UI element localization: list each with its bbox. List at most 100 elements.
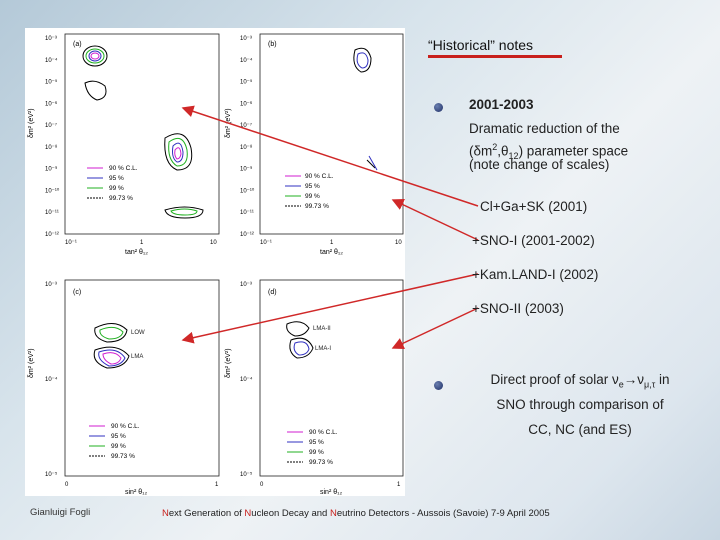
panel-b-legend: 90 % C.L. 95 % 99 % 99.73 % xyxy=(285,173,334,210)
footer-conference: Next Generation of Nucleon Decay and Neu… xyxy=(162,508,550,519)
x-tick-label: 10 xyxy=(395,240,402,246)
panel-a-contours xyxy=(82,45,204,219)
arrow-to-panel-d xyxy=(391,307,479,349)
panel-label-b: (b) xyxy=(268,41,277,48)
panel-a-frame xyxy=(64,33,220,235)
xlabel-d: sin² θ₁₂ xyxy=(320,489,342,496)
svg-text:90 % C.L.: 90 % C.L. xyxy=(109,165,138,172)
panel-c-xticks: 0 1 0 1 xyxy=(65,482,401,488)
bullet-1-dot xyxy=(434,103,443,112)
y-tick-label: 10⁻³ xyxy=(240,282,252,288)
y-tick-label: 10⁻⁹ xyxy=(45,166,58,173)
x-tick-label: 10⁻¹ xyxy=(65,240,77,246)
y-tick-label: 10⁻⁷ xyxy=(240,122,252,129)
y-tick-label: 10⁻⁴ xyxy=(45,57,58,64)
y-tick-label: 10⁻⁵ xyxy=(240,471,253,478)
bullet-1-line1: Dramatic reduction of the xyxy=(469,121,620,136)
svg-text:95 %: 95 % xyxy=(111,433,126,440)
x-tick-label: 0 xyxy=(65,482,69,488)
xlabel-a: tan² θ₁₂ xyxy=(125,249,148,256)
svg-text:95 %: 95 % xyxy=(305,183,320,190)
svg-text:LMA-II: LMA-II xyxy=(313,326,331,332)
svg-text:99 %: 99 % xyxy=(109,185,124,192)
bullet-2-dot xyxy=(434,381,443,390)
panel-d-yticks: 10⁻³ 10⁻⁴ 10⁻⁵ xyxy=(240,282,253,478)
panel-label-c: (c) xyxy=(73,289,81,296)
svg-text:99.73 %: 99.73 % xyxy=(309,459,333,466)
arrow-to-panel-c xyxy=(181,273,479,344)
panel-c-legend: 90 % C.L. 95 % 99 % 99.73 % xyxy=(89,423,140,460)
panel-a-yticks: 10⁻³ 10⁻⁴ 10⁻⁵ 10⁻⁶ 10⁻⁷ 10⁻⁸ 10⁻⁹ 10⁻¹⁰ 10⁻¹¹ 10… xyxy=(45,36,60,238)
svg-text:90 % C.L.: 90 % C.L. xyxy=(111,423,140,430)
y-tick-label: 10⁻⁶ xyxy=(240,100,253,107)
y-tick-label: 10⁻⁸ xyxy=(240,144,253,151)
panel-label-a: (a) xyxy=(73,41,82,48)
svg-text:99.73 %: 99.73 % xyxy=(111,453,135,460)
x-tick-label: 1 xyxy=(140,240,144,246)
panel-a-legend: 90 % C.L. 95 % 99 % 99.73 % xyxy=(87,165,138,202)
panel-b-contours xyxy=(353,47,378,171)
y-tick-label: 10⁻⁶ xyxy=(45,100,58,107)
ylabel-d: δm² (eV²) xyxy=(225,348,232,378)
step-1: Cl+Ga+SK (2001) xyxy=(480,199,588,214)
y-tick-label: 10⁻³ xyxy=(45,282,57,288)
y-tick-label: 10⁻⁵ xyxy=(45,471,58,478)
bullet-1-line2: (δm2,θ12) parameter space xyxy=(469,142,629,162)
footer-author: Gianluigi Fogli xyxy=(30,507,91,518)
y-tick-label: 10⁻³ xyxy=(240,36,252,42)
y-tick-label: 10⁻⁹ xyxy=(240,166,253,173)
ylabel-a: δm² (eV²) xyxy=(28,108,35,138)
y-tick-label: 10⁻¹¹ xyxy=(240,210,254,216)
panel-d-contours: LMA-II LMA-I xyxy=(286,321,331,359)
bullet-2-line1: Direct proof of solar νe→νμ,τ in xyxy=(490,372,670,390)
x-tick-label: 0 xyxy=(260,482,264,488)
x-tick-label: 10 xyxy=(210,240,217,246)
xlabel-c: sin² θ₁₂ xyxy=(125,489,147,496)
y-tick-label: 10⁻⁴ xyxy=(240,376,253,383)
arrow-to-panel-b xyxy=(391,199,479,241)
bullet-2-line2: SNO through comparison of xyxy=(496,397,664,412)
slide-title: “Historical” notes xyxy=(428,37,534,53)
y-tick-label: 10⁻¹⁰ xyxy=(45,187,60,194)
panel-label-d: (d) xyxy=(268,289,277,296)
y-tick-label: 10⁻¹² xyxy=(240,232,254,238)
x-tick-label: 10⁻¹ xyxy=(260,240,272,246)
y-tick-label: 10⁻⁷ xyxy=(45,122,57,129)
svg-text:99 %: 99 % xyxy=(305,193,320,200)
y-tick-label: 10⁻¹¹ xyxy=(45,210,59,216)
y-tick-label: 10⁻¹² xyxy=(45,232,59,238)
svg-text:LMA-I: LMA-I xyxy=(315,346,331,352)
step-2: +SNO-I (2001-2002) xyxy=(472,233,595,248)
svg-text:99 %: 99 % xyxy=(309,449,324,456)
ylabel-c: δm² (eV²) xyxy=(28,348,35,378)
y-tick-label: 10⁻⁵ xyxy=(240,79,253,86)
svg-text:99.73 %: 99.73 % xyxy=(305,203,329,210)
arrow-to-panel-a xyxy=(181,105,479,207)
y-tick-label: 10⁻³ xyxy=(45,36,57,42)
x-tick-label: 1 xyxy=(330,240,334,246)
svg-text:90 % C.L.: 90 % C.L. xyxy=(309,429,338,436)
xlabel-b: tan² θ₁₂ xyxy=(320,249,343,256)
svg-text:95 %: 95 % xyxy=(109,175,124,182)
y-tick-label: 10⁻¹⁰ xyxy=(240,187,255,194)
panel-c-yticks: 10⁻³ 10⁻⁴ 10⁻⁵ xyxy=(45,282,58,478)
panel-b-yticks: 10⁻³ 10⁻⁴ 10⁻⁵ 10⁻⁶ 10⁻⁷ 10⁻⁸ 10⁻⁹ 10⁻¹⁰ 10⁻¹¹ 10… xyxy=(240,36,255,238)
x-tick-label: 1 xyxy=(397,482,401,488)
svg-text:99 %: 99 % xyxy=(111,443,126,450)
panel-d-frame xyxy=(259,279,404,477)
y-tick-label: 10⁻⁴ xyxy=(240,57,253,64)
y-tick-label: 10⁻⁸ xyxy=(45,144,58,151)
svg-text:LOW: LOW xyxy=(131,330,145,336)
x-tick-label: 1 xyxy=(215,482,219,488)
y-tick-label: 10⁻⁴ xyxy=(45,376,58,383)
bullet-1-line3: (note change of scales) xyxy=(469,157,610,172)
svg-text:95 %: 95 % xyxy=(309,439,324,446)
panel-d-legend: 90 % C.L. 95 % 99 % 99.73 % xyxy=(287,429,338,466)
y-tick-label: 10⁻⁵ xyxy=(45,79,58,86)
step-3: +Kam.LAND-I (2002) xyxy=(472,267,599,282)
panel-a-xticks: 10⁻¹ 1 10 10⁻¹ 1 10 xyxy=(65,240,402,246)
panel-c-contours: LOW LMA xyxy=(93,323,145,369)
bullet-2-line3: CC, NC (and ES) xyxy=(528,422,632,437)
step-4: +SNO-II (2003) xyxy=(472,301,564,316)
